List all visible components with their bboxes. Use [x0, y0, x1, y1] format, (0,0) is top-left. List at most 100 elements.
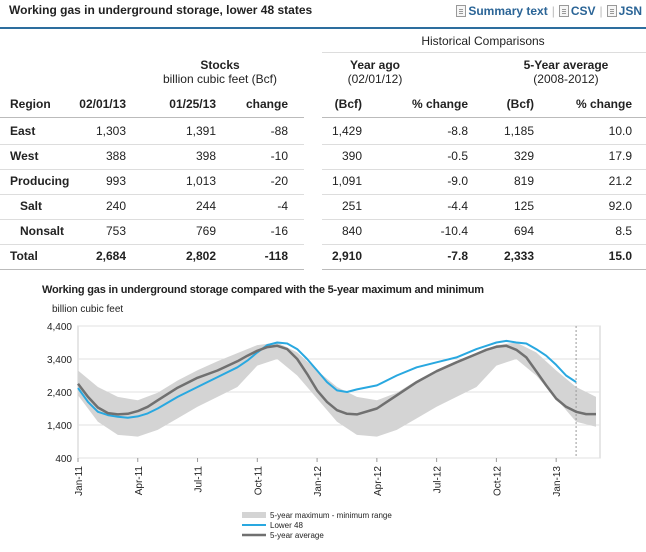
- y-tick-label: 4,400: [47, 322, 72, 333]
- row-value: -0.5: [447, 149, 468, 163]
- row-value: 753: [105, 224, 126, 238]
- row-value: 251: [341, 199, 362, 213]
- document-icon: [456, 5, 467, 17]
- row-value: -9.0: [447, 174, 468, 188]
- row-value: 1,303: [95, 124, 126, 138]
- row-value: 769: [195, 224, 216, 238]
- row-divider: [0, 194, 304, 195]
- row-value: 10.0: [608, 124, 632, 138]
- x-tick-label: Jan-12: [313, 466, 324, 497]
- row-divider: [322, 269, 646, 270]
- x-tick-label: Jul-11: [194, 466, 205, 493]
- row-region: Nonsalt: [20, 224, 65, 238]
- row-region: Producing: [10, 174, 70, 188]
- historical-comparisons-label: Historical Comparisons: [421, 34, 545, 48]
- legend-swatch-range: [242, 512, 266, 518]
- row-value: 240: [105, 199, 126, 213]
- five-year-label: 5-Year average: [523, 58, 609, 72]
- row-value: -7.8: [447, 249, 468, 263]
- row-value: 1,013: [185, 174, 216, 188]
- row-value: -4.4: [447, 199, 468, 213]
- document-icon: [606, 5, 617, 17]
- row-divider: [0, 169, 304, 170]
- row-value: 329: [513, 149, 534, 163]
- row-divider: [0, 144, 304, 145]
- col-current-week: 02/01/13: [79, 97, 126, 111]
- header-divider-right: [322, 117, 646, 118]
- year-ago-date: (02/01/12): [347, 72, 403, 86]
- y-tick-label: 400: [55, 454, 72, 465]
- row-region: East: [10, 124, 36, 138]
- row-divider: [322, 244, 646, 245]
- y-tick-label: 2,400: [47, 388, 72, 399]
- col-prior-week: 01/25/13: [169, 97, 216, 111]
- summary-text-link[interactable]: Summary text: [456, 4, 548, 18]
- csv-link[interactable]: CSV: [558, 4, 596, 18]
- row-value: 92.0: [608, 199, 632, 213]
- x-tick-label: Apr-12: [373, 466, 384, 496]
- row-divider: [322, 219, 646, 220]
- table-row: Nonsalt 753 769 -16 840 -10.4 694 8.5: [0, 221, 646, 246]
- five-year-average-line: [77, 344, 596, 416]
- page-header: Working gas in underground storage, lowe…: [0, 0, 646, 26]
- y-tick-label: 3,400: [47, 355, 72, 366]
- col-fiveyr-bcf: (Bcf): [506, 97, 534, 111]
- row-value: 1,091: [331, 174, 362, 188]
- col-yearago-bcf: (Bcf): [334, 97, 362, 111]
- row-value: 125: [513, 199, 534, 213]
- x-tick-label: Apr-11: [134, 466, 145, 496]
- table-row: Producing 993 1,013 -20 1,091 -9.0 819 21.2: [0, 171, 646, 196]
- json-link[interactable]: JSN: [606, 4, 642, 18]
- row-value: 2,802: [185, 249, 216, 263]
- row-value: 2,333: [503, 249, 534, 263]
- stocks-unit: billion cubic feet (Bcf): [162, 72, 278, 86]
- table-row: Salt 240 244 -4 251 -4.4 125 92.0: [0, 196, 646, 221]
- chart-title: Working gas in underground storage compa…: [42, 284, 484, 296]
- storage-chart: billion cubic feet 400 1,400 2,400 3,400 4,40…: [47, 304, 601, 540]
- legend-label-range: 5-year maximum - minimum range: [270, 511, 392, 520]
- download-links: Summary text | CSV | JSN: [456, 4, 642, 18]
- stocks-label: Stocks: [200, 58, 240, 72]
- historical-divider: [322, 52, 646, 53]
- legend-label-lower48: Lower 48: [270, 521, 303, 530]
- col-fiveyr-pct: % change: [575, 97, 632, 111]
- y-tick-label: 1,400: [47, 421, 72, 432]
- row-value: -118: [264, 249, 288, 263]
- row-value: 15.0: [608, 249, 632, 263]
- header-rule: [0, 27, 646, 29]
- page-title: Working gas in underground storage, lowe…: [9, 3, 313, 17]
- row-divider: [322, 169, 646, 170]
- five-year-range: (2008-2012): [533, 72, 599, 86]
- x-tick-label: Jan-11: [74, 466, 85, 496]
- row-value: 1,391: [185, 124, 216, 138]
- row-value: -10: [270, 149, 288, 163]
- document-icon: [558, 5, 569, 17]
- row-value: 398: [195, 149, 216, 163]
- x-tick-label: Oct-12: [492, 466, 503, 496]
- row-value: 8.5: [615, 224, 632, 238]
- table-row: West 388 398 -10 390 -0.5 329 17.9: [0, 146, 646, 171]
- row-divider: [0, 269, 304, 270]
- header-divider-left: [0, 117, 304, 118]
- row-value: 993: [105, 174, 126, 188]
- row-divider: [0, 219, 304, 220]
- year-ago-label: Year ago: [349, 58, 401, 72]
- row-value: -8.8: [447, 124, 468, 138]
- row-value: 244: [195, 199, 216, 213]
- lower-48-line: [77, 339, 577, 419]
- row-region: Salt: [20, 199, 43, 213]
- row-divider: [322, 144, 646, 145]
- row-value: 388: [105, 149, 126, 163]
- x-tick-label: Jan-13: [552, 466, 563, 497]
- col-change: change: [245, 97, 288, 111]
- x-tick-label: Jul-12: [433, 466, 444, 494]
- row-value: 17.9: [608, 149, 632, 163]
- row-divider: [322, 194, 646, 195]
- row-value: 21.2: [608, 174, 632, 188]
- row-value: 1,429: [331, 124, 362, 138]
- legend-label-average: 5-year average: [270, 531, 324, 540]
- row-value: 2,910: [331, 249, 362, 263]
- row-value: 694: [513, 224, 534, 238]
- row-region: Total: [10, 249, 38, 263]
- row-value: -4: [277, 199, 288, 213]
